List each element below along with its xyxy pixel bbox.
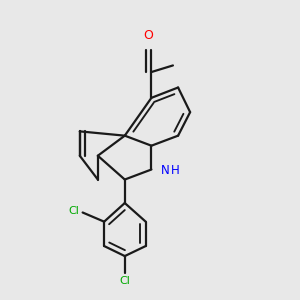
Text: O: O	[143, 29, 153, 42]
Text: H: H	[171, 164, 180, 178]
Text: Cl: Cl	[69, 206, 80, 216]
Text: Cl: Cl	[119, 276, 130, 286]
Text: N: N	[160, 164, 169, 178]
